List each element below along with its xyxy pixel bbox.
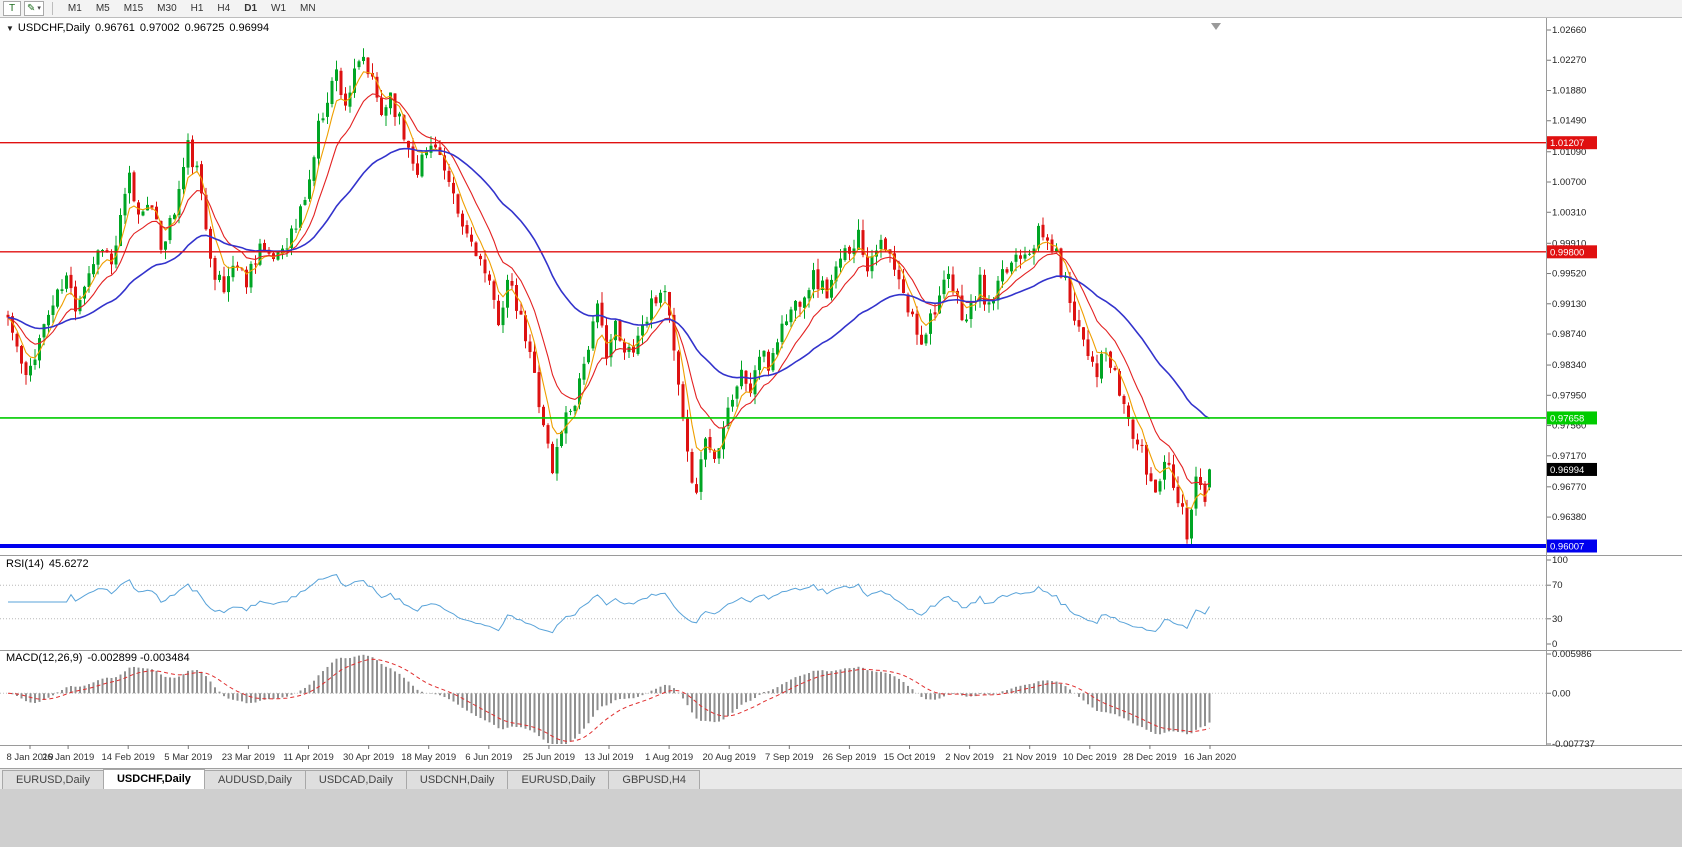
svg-text:0.97170: 0.97170 (1552, 451, 1586, 462)
svg-text:0: 0 (1552, 639, 1557, 650)
dropdown-caret-icon: ▾ (37, 5, 41, 12)
svg-text:7 Sep 2019: 7 Sep 2019 (765, 752, 814, 763)
chart-area[interactable]: ▼ USDCHF,Daily 0.96761 0.97002 0.96725 0.9699… (0, 18, 1682, 768)
tab-usdchf-daily[interactable]: USDCHF,Daily (102, 769, 205, 789)
svg-text:30: 30 (1552, 614, 1563, 625)
svg-text:0.99910: 0.99910 (1552, 238, 1586, 249)
svg-text:14 Feb 2019: 14 Feb 2019 (102, 752, 155, 763)
svg-text:0.005986: 0.005986 (1552, 649, 1592, 660)
svg-text:0.98340: 0.98340 (1552, 360, 1586, 371)
tab-usdcad-daily[interactable]: USDCAD,Daily (304, 770, 407, 789)
top-toolbar: T ✎ ▾ M1 M5 M15 M30 H1 H4 D1 W1 MN (0, 0, 1682, 18)
svg-text:1.01880: 1.01880 (1552, 85, 1586, 96)
timeframe-m30[interactable]: M30 (150, 1, 183, 17)
svg-text:21 Nov 2019: 21 Nov 2019 (1003, 752, 1057, 763)
svg-text:15 Oct 2019: 15 Oct 2019 (884, 752, 936, 763)
shift-marker-icon (1211, 23, 1221, 30)
timeframe-m5[interactable]: M5 (89, 1, 117, 17)
svg-text:1.00310: 1.00310 (1552, 207, 1586, 218)
tab-usdcnh-daily[interactable]: USDCNH,Daily (405, 770, 509, 789)
timeframe-m15[interactable]: M15 (117, 1, 150, 17)
svg-text:0.99130: 0.99130 (1552, 299, 1586, 310)
empty-area (0, 789, 1682, 847)
rsi-line (8, 574, 1210, 634)
svg-text:20 Aug 2019: 20 Aug 2019 (703, 752, 756, 763)
svg-text:26 Sep 2019: 26 Sep 2019 (822, 752, 876, 763)
macd-panel[interactable]: 0.005986 0.00 -0.007737 (0, 649, 1595, 750)
drawing-tool-button[interactable]: ✎ ▾ (24, 1, 44, 16)
svg-text:70: 70 (1552, 580, 1563, 591)
tab-eurusd-daily[interactable]: EURUSD,Daily (2, 770, 104, 789)
ma-12-line (7, 93, 1210, 487)
chart-tab-bar: EURUSD,Daily USDCHF,Daily AUDUSD,Daily USDC… (0, 768, 1682, 789)
svg-text:1.01090: 1.01090 (1552, 147, 1586, 158)
timeframe-w1[interactable]: W1 (264, 1, 293, 17)
text-tool-button[interactable]: T (3, 1, 21, 16)
svg-text:1.01207: 1.01207 (1550, 138, 1584, 149)
svg-text:16 Jan 2020: 16 Jan 2020 (1184, 752, 1236, 763)
svg-text:10 Dec 2019: 10 Dec 2019 (1063, 752, 1117, 763)
svg-text:26 Jan 2019: 26 Jan 2019 (42, 752, 94, 763)
svg-text:0.96380: 0.96380 (1552, 512, 1586, 523)
macd-signal-line (7, 658, 1210, 742)
svg-text:18 May 2019: 18 May 2019 (401, 752, 456, 763)
svg-text:0.96994: 0.96994 (1550, 465, 1584, 476)
timeframe-h4[interactable]: H4 (210, 1, 237, 17)
svg-text:100: 100 (1552, 555, 1568, 566)
svg-text:0.99800: 0.99800 (1550, 247, 1584, 258)
tab-eurusd-daily[interactable]: EURUSD,Daily (507, 770, 610, 789)
svg-text:0.98740: 0.98740 (1552, 329, 1586, 340)
price-axis[interactable]: 1.02660 1.02270 1.01880 1.01490 1.01090 1.007… (1546, 18, 1598, 745)
timeframe-m1[interactable]: M1 (61, 1, 89, 17)
svg-text:28 Dec 2019: 28 Dec 2019 (1123, 752, 1177, 763)
svg-text:0.96007: 0.96007 (1550, 542, 1584, 553)
rsi-panel[interactable]: 100 70 30 0 (0, 555, 1568, 650)
svg-text:1.00700: 1.00700 (1552, 177, 1586, 188)
svg-text:30 Apr 2019: 30 Apr 2019 (343, 752, 394, 763)
svg-text:-0.007737: -0.007737 (1552, 739, 1595, 750)
svg-text:2 Nov 2019: 2 Nov 2019 (945, 752, 994, 763)
toolbar-separator (51, 2, 53, 15)
svg-text:1.02270: 1.02270 (1552, 55, 1586, 66)
svg-text:0.97950: 0.97950 (1552, 390, 1586, 401)
svg-text:5 Mar 2019: 5 Mar 2019 (164, 752, 212, 763)
chart-canvas[interactable]: 1.02660 1.02270 1.01880 1.01490 1.01090 1.007… (0, 18, 1682, 768)
svg-text:6 Jun 2019: 6 Jun 2019 (465, 752, 512, 763)
timeframe-mn[interactable]: MN (293, 1, 323, 17)
ma-5-line (7, 71, 1210, 509)
svg-text:1.01490: 1.01490 (1552, 116, 1586, 127)
svg-text:0.00: 0.00 (1552, 688, 1571, 699)
svg-text:0.99520: 0.99520 (1552, 269, 1586, 280)
svg-text:8 Jan 2019: 8 Jan 2019 (6, 752, 53, 763)
svg-text:13 Jul 2019: 13 Jul 2019 (584, 752, 633, 763)
tab-gbpusd-h4[interactable]: GBPUSD,H4 (608, 770, 700, 789)
svg-text:23 Mar 2019: 23 Mar 2019 (222, 752, 275, 763)
svg-text:0.97658: 0.97658 (1550, 413, 1584, 424)
timeframe-h1[interactable]: H1 (184, 1, 211, 17)
main-price-panel[interactable] (0, 48, 1546, 548)
svg-text:11 Apr 2019: 11 Apr 2019 (283, 752, 334, 763)
svg-text:0.96770: 0.96770 (1552, 482, 1586, 493)
svg-text:1.02660: 1.02660 (1552, 25, 1586, 36)
svg-text:0.97560: 0.97560 (1552, 421, 1586, 432)
timeframe-button-group: M1 M5 M15 M30 H1 H4 D1 W1 MN (61, 1, 323, 17)
chart-background (0, 18, 1682, 768)
ma-40-line (7, 147, 1210, 420)
svg-text:25 Jun 2019: 25 Jun 2019 (523, 752, 575, 763)
tab-audusd-daily[interactable]: AUDUSD,Daily (203, 770, 306, 789)
timeframe-d1[interactable]: D1 (237, 1, 264, 17)
svg-text:1 Aug 2019: 1 Aug 2019 (645, 752, 693, 763)
pencil-icon: ✎ (27, 3, 36, 14)
candles-layer (6, 48, 1211, 547)
